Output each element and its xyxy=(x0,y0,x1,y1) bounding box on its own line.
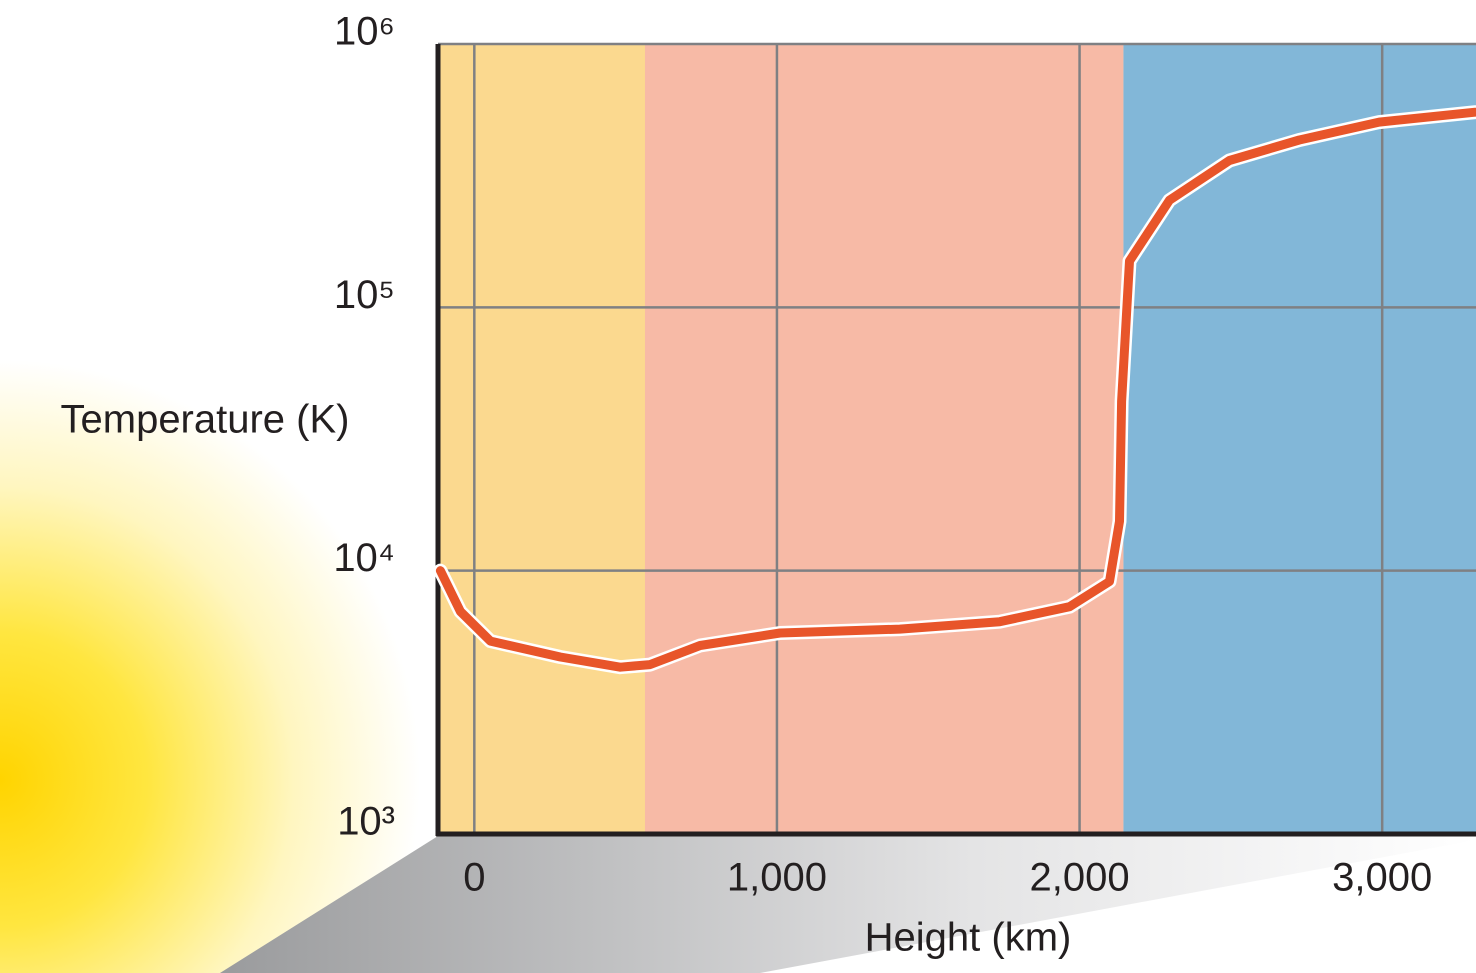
chart: Temperature (K) Height (km) 0 1,000 2,000 3… xyxy=(0,0,1476,973)
perspective-wedge xyxy=(220,836,1476,973)
y-axis-title: Temperature (K) xyxy=(61,398,350,442)
x-tick-label: 0 xyxy=(463,856,485,900)
y-tick-label: 10⁴ xyxy=(333,536,395,580)
y-tick-label: 10³ xyxy=(337,800,395,844)
region-band xyxy=(645,44,1123,834)
region-band xyxy=(1123,44,1476,834)
x-tick-label: 1,000 xyxy=(727,856,827,900)
x-axis-title: Height (km) xyxy=(865,916,1072,960)
region-band xyxy=(438,44,645,834)
y-tick-label: 10⁵ xyxy=(334,273,395,317)
x-tick-label: 3,000 xyxy=(1332,856,1432,900)
y-tick-label: 10⁶ xyxy=(334,10,395,54)
x-tick-label: 2,000 xyxy=(1030,856,1130,900)
